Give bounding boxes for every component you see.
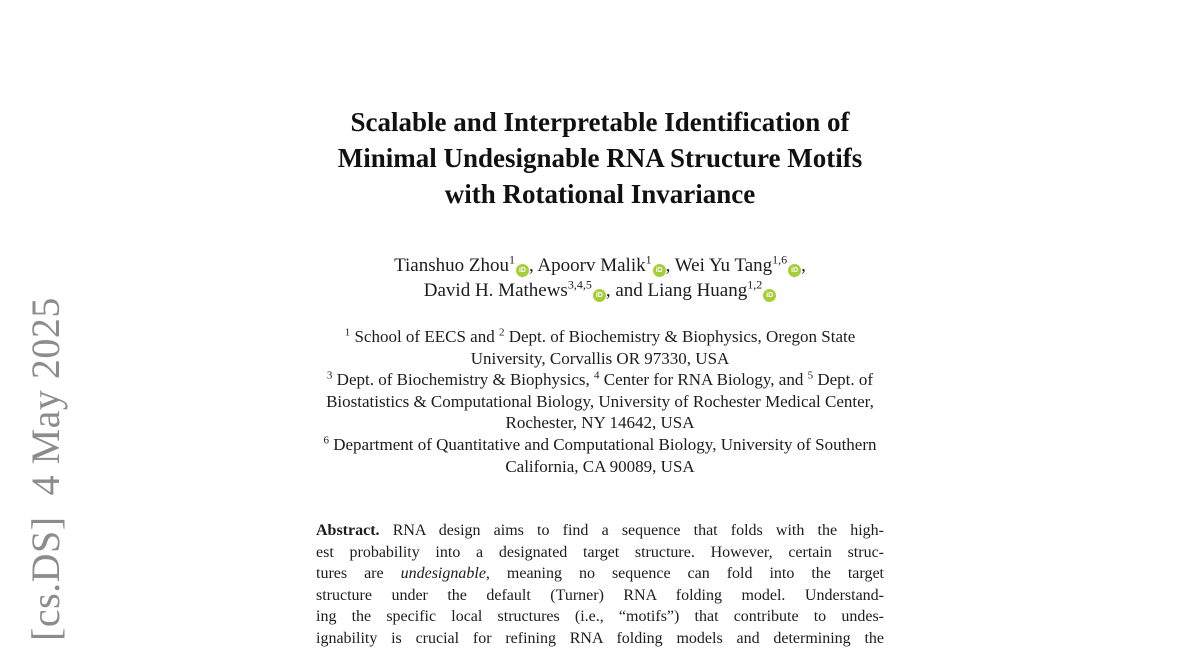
abstract-section: Abstract. RNA design aims to find a sequ… — [316, 520, 884, 648]
affiliation-line: Biostatistics & Computational Biology, U… — [326, 391, 874, 411]
abstract-line: ignability is crucial for refining RNA f… — [316, 629, 884, 647]
author-line-2: David H. Mathews3,4,5iD, and Liang Huang… — [0, 278, 1200, 303]
title-line-2: Minimal Undesignable RNA Structure Motif… — [337, 143, 863, 173]
title-line-1: Scalable and Interpretable Identificatio… — [350, 107, 850, 137]
abstract-line: est probability into a designated target… — [316, 543, 884, 561]
abstract-line: ing the specific local structures (i.e.,… — [316, 608, 884, 625]
orcid-icon[interactable]: iD — [763, 289, 777, 302]
abstract-line: Abstract. RNA design aims to find a sequ… — [316, 522, 884, 539]
affiliation-line: Rochester, NY 14642, USA — [505, 413, 695, 433]
orcid-icon[interactable]: iD — [788, 264, 802, 277]
affiliation-line: California, CA 90089, USA — [505, 456, 695, 476]
abstract-line: structure under the default (Turner) RNA… — [316, 586, 884, 604]
affiliation-line: 6 Department of Quantitative and Computa… — [323, 434, 877, 454]
affiliation-list: 1 School of EECS and 2 Dept. of Biochemi… — [0, 326, 1200, 477]
paper-title: Scalable and Interpretable Identificatio… — [0, 104, 1200, 212]
title-line-3: with Rotational Invariance — [444, 179, 756, 209]
author-list: Tianshuo Zhou1iD, Apoorv Malik1iD, Wei Y… — [0, 253, 1200, 303]
affiliation-line: University, Corvallis OR 97330, USA — [470, 348, 730, 368]
affiliation-line: 3 Dept. of Biochemistry & Biophysics, 4 … — [326, 369, 874, 390]
orcid-icon[interactable]: iD — [652, 264, 666, 277]
orcid-icon[interactable]: iD — [515, 264, 529, 277]
author-line-1: Tianshuo Zhou1iD, Apoorv Malik1iD, Wei Y… — [394, 252, 806, 277]
abstract-line: tures are undesignable, meaning no seque… — [316, 565, 884, 582]
orcid-icon[interactable]: iD — [592, 289, 606, 302]
affiliation-line: 1 School of EECS and 2 Dept. of Biochemi… — [344, 326, 856, 346]
